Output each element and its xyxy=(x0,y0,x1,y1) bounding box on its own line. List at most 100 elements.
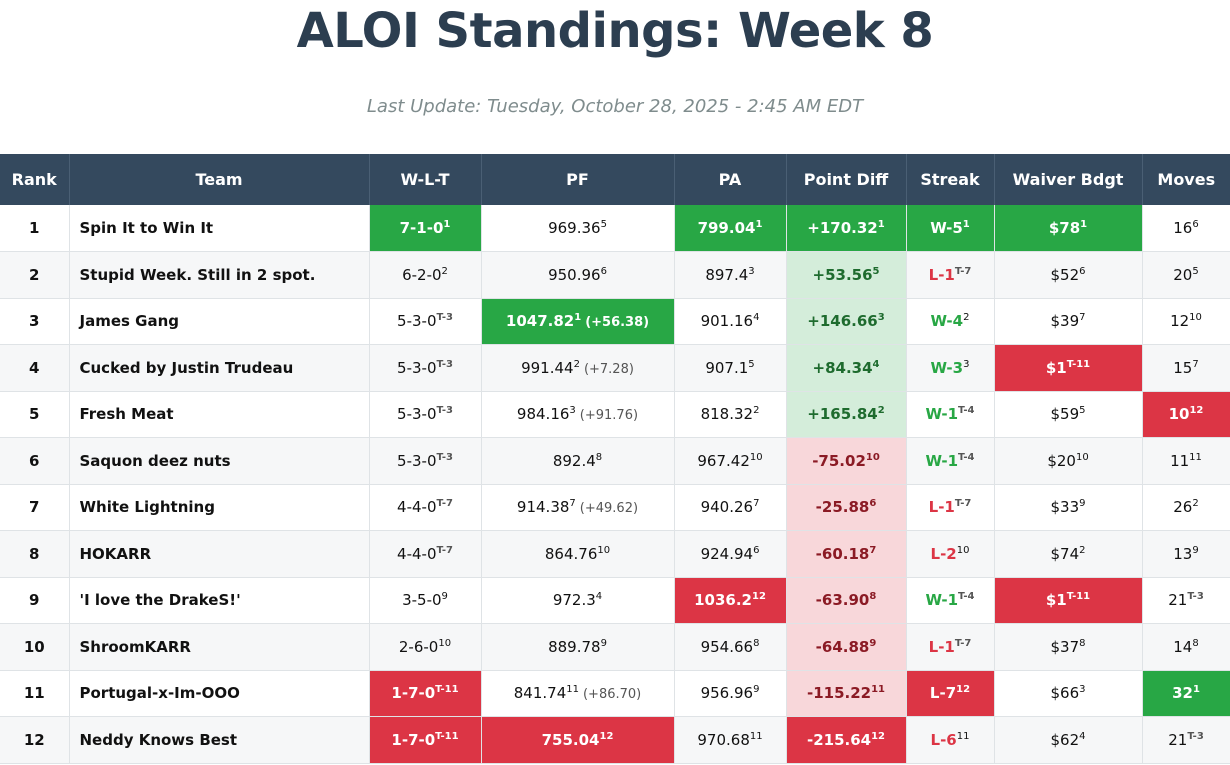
rank-superscript: 3 xyxy=(569,405,576,417)
rank-cell: 1 xyxy=(0,205,70,252)
rank-superscript: 5 xyxy=(600,219,607,230)
cell-value: L-6 xyxy=(930,730,957,749)
rank-superscript: 8 xyxy=(869,591,877,603)
waiver-cell: $2010 xyxy=(994,437,1143,485)
last-update: Last Update: Tuesday, October 28, 2025 -… xyxy=(366,96,864,117)
cell-value: L-2 xyxy=(930,544,957,563)
rank-superscript: 8 xyxy=(1192,637,1199,649)
streak-cell: W-51 xyxy=(906,205,995,252)
point-diff-cell: -64.889 xyxy=(786,623,907,671)
team-name[interactable]: James Gang xyxy=(69,298,370,345)
rank-superscript: T-7 xyxy=(436,498,453,510)
pa-cell: 970.6811 xyxy=(674,716,787,764)
moves-cell: 1111 xyxy=(1142,437,1230,485)
moves-cell: 148 xyxy=(1142,623,1230,671)
moves-cell: 139 xyxy=(1142,530,1230,578)
moves-cell: 1012 xyxy=(1142,391,1230,438)
rank-superscript: 10 xyxy=(1189,312,1202,324)
rank-superscript: 1 xyxy=(755,219,763,230)
cell-value: -60.18 xyxy=(815,544,870,563)
pf-delta: (+56.38) xyxy=(585,315,650,331)
wlt-cell: 7-1-01 xyxy=(369,205,482,252)
team-name[interactable]: HOKARR xyxy=(69,530,370,578)
rank-cell: 4 xyxy=(0,344,70,392)
cell-value: 16 xyxy=(1173,219,1193,237)
rank-superscript: 2 xyxy=(877,405,885,417)
rank-superscript: 2 xyxy=(1192,498,1199,510)
streak-cell: L-210 xyxy=(906,530,995,578)
team-name[interactable]: Stupid Week. Still in 2 spot. xyxy=(69,251,370,299)
team-name[interactable]: Fresh Meat xyxy=(69,391,370,438)
streak-cell: L-712 xyxy=(906,670,995,717)
wlt-cell: 5-3-0T-3 xyxy=(369,437,482,485)
col-header-point-diff[interactable]: Point Diff xyxy=(786,154,907,205)
cell-value: 818.32 xyxy=(700,405,754,424)
cell-value: 755.04 xyxy=(541,730,600,749)
wlt-cell: 1-7-0T-11 xyxy=(369,716,482,764)
moves-cell: 21T-3 xyxy=(1142,577,1230,624)
cell-value: 889.78 xyxy=(548,637,601,656)
cell-value: L-1 xyxy=(928,637,955,656)
team-name[interactable]: Spin It to Win It xyxy=(69,205,370,252)
cell-value: W-3 xyxy=(930,358,964,377)
rank-superscript: 2 xyxy=(963,312,970,324)
cell-value: 950.96 xyxy=(548,265,601,284)
cell-value: 914.38 xyxy=(516,498,570,517)
table-row: 4 Cucked by Justin Trudeau 5-3-0T-3 991.442… xyxy=(0,344,1230,392)
table-row: 3 James Gang 5-3-0T-3 1047.821 (+56.38) 901.1… xyxy=(0,298,1230,345)
cell-value: 11 xyxy=(1170,451,1190,470)
cell-value: 26 xyxy=(1173,498,1193,517)
pa-cell: 967.4210 xyxy=(674,437,787,485)
team-name[interactable]: Neddy Knows Best xyxy=(69,716,370,764)
rank-superscript: 6 xyxy=(869,498,877,510)
wlt-cell: 5-3-0T-3 xyxy=(369,344,482,392)
col-header-team[interactable]: Team xyxy=(69,154,370,205)
col-header-wlt[interactable]: W-L-T xyxy=(369,154,482,205)
team-name[interactable]: White Lightning xyxy=(69,484,370,531)
rank-superscript: 1 xyxy=(1192,684,1200,696)
rank-superscript: 6 xyxy=(1192,219,1199,230)
team-name[interactable]: Saquon deez nuts xyxy=(69,437,370,485)
rank-superscript: T-7 xyxy=(954,637,972,649)
waiver-cell: $742 xyxy=(994,530,1143,578)
cell-value: 972.3 xyxy=(552,591,596,610)
rank-superscript: 10 xyxy=(1075,451,1089,463)
page-title: ALOI Standings: Week 8 xyxy=(296,3,934,59)
rank-superscript: 8 xyxy=(595,451,603,463)
pf-cell: 755.0412 xyxy=(481,716,675,764)
rank-superscript: 3 xyxy=(963,358,970,370)
col-header-moves[interactable]: Moves xyxy=(1142,154,1230,205)
cell-value: 892.4 xyxy=(552,451,596,470)
col-header-waiver[interactable]: Waiver Bdgt xyxy=(994,154,1143,205)
wlt-cell: 2-6-010 xyxy=(369,623,482,671)
team-name[interactable]: ShroomKARR xyxy=(69,623,370,671)
pf-cell: 892.48 xyxy=(481,437,675,485)
rank-cell: 6 xyxy=(0,437,70,485)
rank-superscript: 6 xyxy=(1079,265,1086,277)
table-row: 12 Neddy Knows Best 1-7-0T-11 755.0412 970.6… xyxy=(0,716,1230,764)
pf-delta: (+7.28) xyxy=(583,361,634,377)
rank-superscript: 12 xyxy=(1189,405,1204,417)
team-name[interactable]: 'I love the DrakeS!' xyxy=(69,577,370,624)
cell-value: 13 xyxy=(1173,544,1193,563)
rank-superscript: 2 xyxy=(441,265,448,277)
pa-cell: 1036.212 xyxy=(674,577,787,624)
rank-superscript: 11 xyxy=(566,684,579,696)
streak-cell: W-1T-4 xyxy=(906,577,995,624)
rank-superscript: 5 xyxy=(1079,405,1086,417)
table-row: 9 'I love the DrakeS!' 3-5-09 972.34 1036.21… xyxy=(0,577,1230,624)
waiver-cell: $339 xyxy=(994,484,1143,531)
team-name[interactable]: Cucked by Justin Trudeau xyxy=(69,344,370,392)
cell-value: 897.4 xyxy=(705,265,749,284)
cell-value: 5-3-0 xyxy=(397,405,437,424)
cell-value: -63.90 xyxy=(815,591,870,610)
pf-cell: 914.387 (+49.62) xyxy=(481,484,675,531)
cell-value: +84.34 xyxy=(812,358,873,377)
col-header-rank[interactable]: Rank xyxy=(0,154,70,205)
cell-value: 924.94 xyxy=(700,544,754,563)
col-header-streak[interactable]: Streak xyxy=(906,154,995,205)
col-header-pa[interactable]: PA xyxy=(674,154,787,205)
team-name[interactable]: Portugal-x-Im-OOO xyxy=(69,670,370,717)
point-diff-cell: -25.886 xyxy=(786,484,907,531)
col-header-pf[interactable]: PF xyxy=(481,154,675,205)
